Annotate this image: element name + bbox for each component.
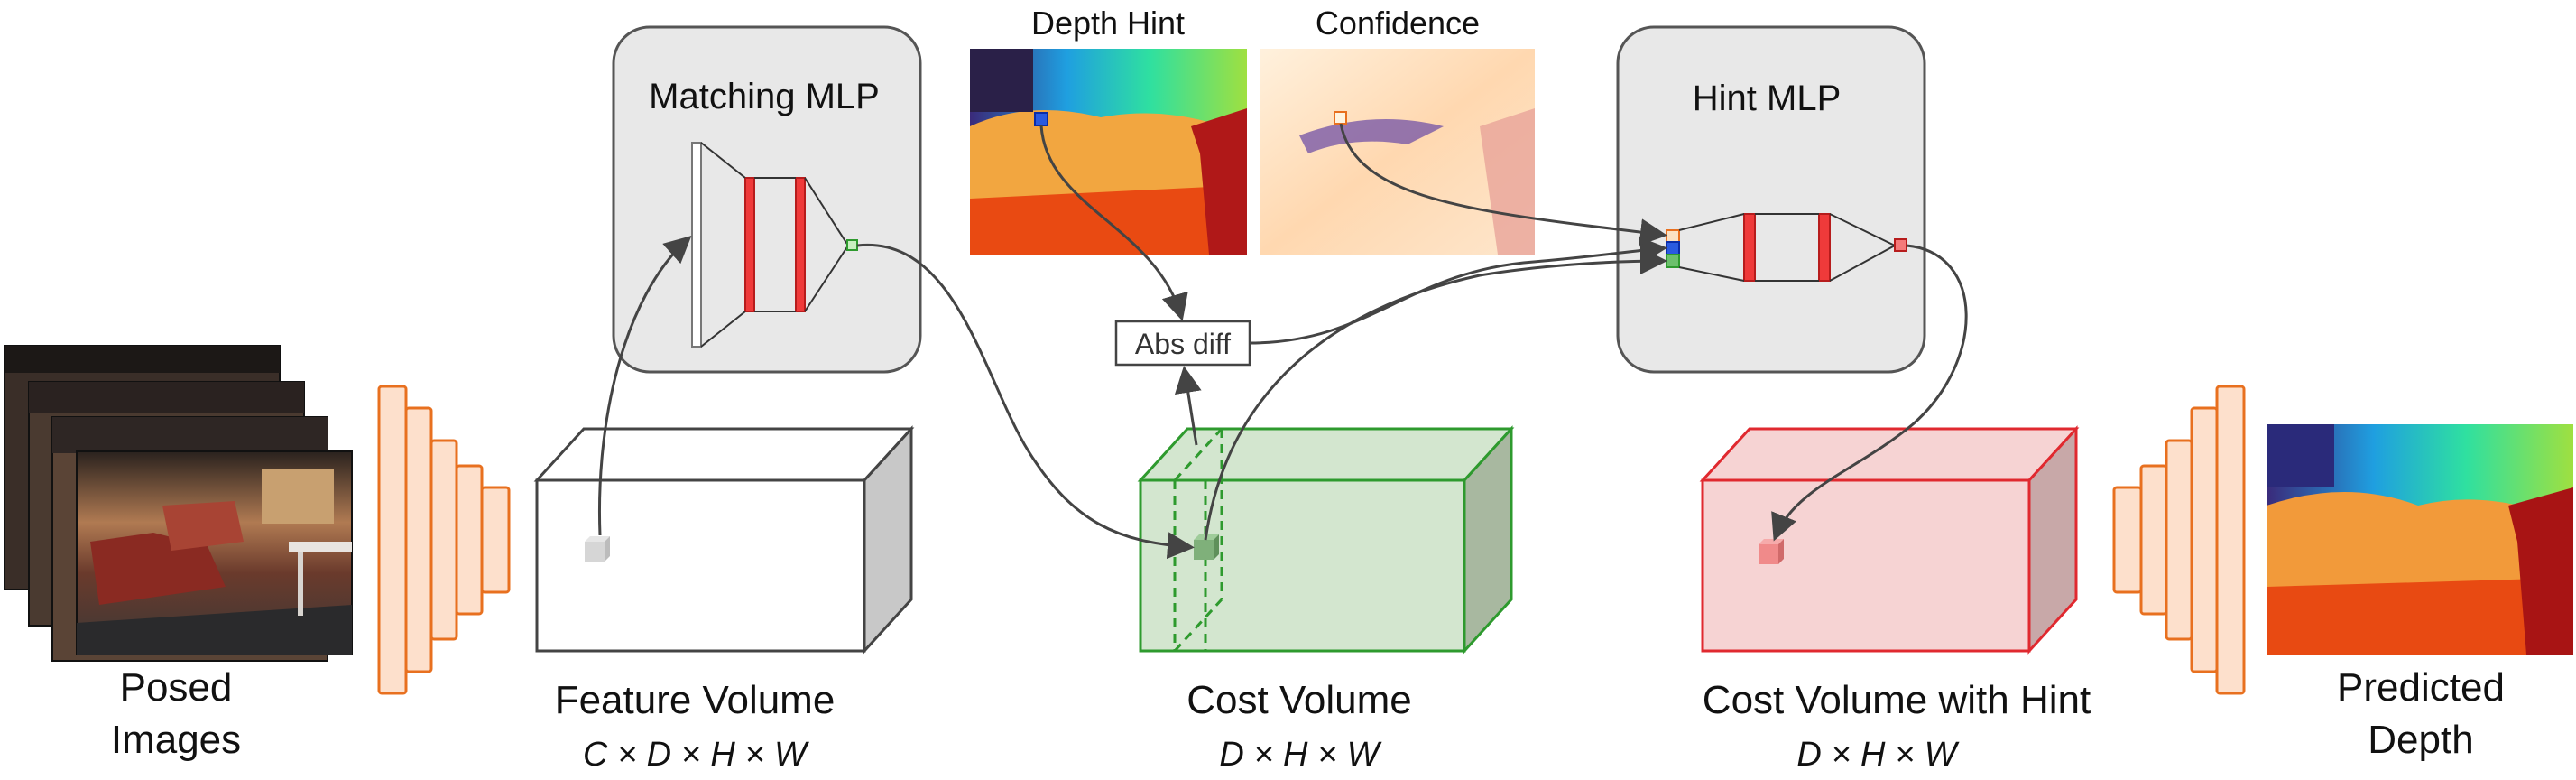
- cost-volume-hint-dims: D × H × W: [1796, 736, 1959, 774]
- arrow-feature-to-matching: [598, 235, 692, 536]
- abs-diff-box: Abs diff: [1114, 320, 1251, 367]
- matching-mlp-panel: Matching MLP: [612, 25, 922, 374]
- matching-mlp-hidden-layer: [744, 177, 755, 312]
- posed-images-stack: [4, 345, 353, 662]
- encoder-layer: [404, 406, 433, 673]
- feature-voxel: [585, 536, 610, 562]
- decoder-layer: [2139, 464, 2168, 616]
- depth-hint-pixel: [1034, 112, 1048, 126]
- hint-mlp-output: [1894, 238, 1907, 252]
- hint-mlp-input-depth: [1666, 241, 1680, 255]
- predicted-depth-label-line1: Predicted: [2337, 665, 2505, 710]
- cost-voxel: [1194, 534, 1219, 560]
- arrow-absdiff-to-hint: [1249, 237, 1667, 345]
- decoder-layer: [2190, 406, 2219, 673]
- matching-mlp-input-layer: [691, 142, 702, 348]
- encoder-layer: [455, 464, 484, 616]
- depth-hint-image: [970, 49, 1247, 255]
- arrow-cost-to-hint: [1204, 247, 1667, 541]
- posed-images-label-line1: Posed: [120, 665, 233, 710]
- hint-voxel: [1759, 539, 1784, 564]
- hint-mlp-hidden-layer: [1818, 213, 1831, 282]
- encoder-layer: [429, 439, 458, 641]
- feature-volume-label: Feature Volume: [555, 678, 836, 722]
- hint-mlp-input-cost: [1666, 254, 1680, 268]
- depth-hint-title: Depth Hint: [1031, 5, 1185, 42]
- confidence-pixel: [1334, 111, 1347, 125]
- decoder-layer: [2165, 439, 2193, 641]
- arrows: [598, 123, 1968, 560]
- confidence-title: Confidence: [1316, 5, 1480, 42]
- abs-diff-label: Abs diff: [1135, 328, 1231, 360]
- cost-volume: [1137, 425, 1515, 655]
- arrow-matching-to-cost: [856, 243, 1195, 560]
- matching-mlp-hidden-layer: [795, 177, 806, 312]
- confidence-image: [1260, 49, 1535, 255]
- matching-mlp-title: Matching MLP: [649, 77, 880, 116]
- hint-mlp-panel: Hint MLP: [1616, 25, 1926, 374]
- cost-volume-label: Cost Volume: [1186, 678, 1411, 722]
- arrow-hint-to-volume: [1771, 244, 1968, 542]
- arrow-depthhint-to-absdiff: [1039, 125, 1188, 321]
- predicted-depth-image: [2267, 424, 2573, 655]
- encoder-layer: [377, 385, 408, 695]
- image-encoder: [377, 385, 511, 695]
- encoder-layer: [480, 486, 511, 594]
- depth-decoder: [2112, 385, 2246, 695]
- arrow-confidence-to-hint: [1339, 123, 1667, 246]
- cost-volume-dims: D × H × W: [1219, 736, 1381, 774]
- predicted-depth-label-line2: Depth: [2368, 718, 2473, 762]
- cost-volume-hint-label: Cost Volume with Hint: [1703, 678, 2091, 722]
- cost-volume-slice: [1173, 427, 1223, 653]
- posed-images-label-line2: Images: [111, 718, 241, 762]
- arrow-cost-to-absdiff: [1174, 366, 1202, 446]
- cost-volume-hint: [1699, 425, 2080, 655]
- feature-volume: [533, 425, 915, 655]
- hint-mlp-hidden-layer: [1743, 213, 1756, 282]
- matching-mlp-output: [846, 239, 858, 251]
- feature-volume-dims: C × D × H × W: [583, 736, 809, 774]
- hint-mlp-title: Hint MLP: [1693, 79, 1842, 118]
- decoder-layer: [2112, 486, 2143, 594]
- hint-mlp-input-confidence: [1666, 229, 1680, 243]
- decoder-layer: [2215, 385, 2246, 695]
